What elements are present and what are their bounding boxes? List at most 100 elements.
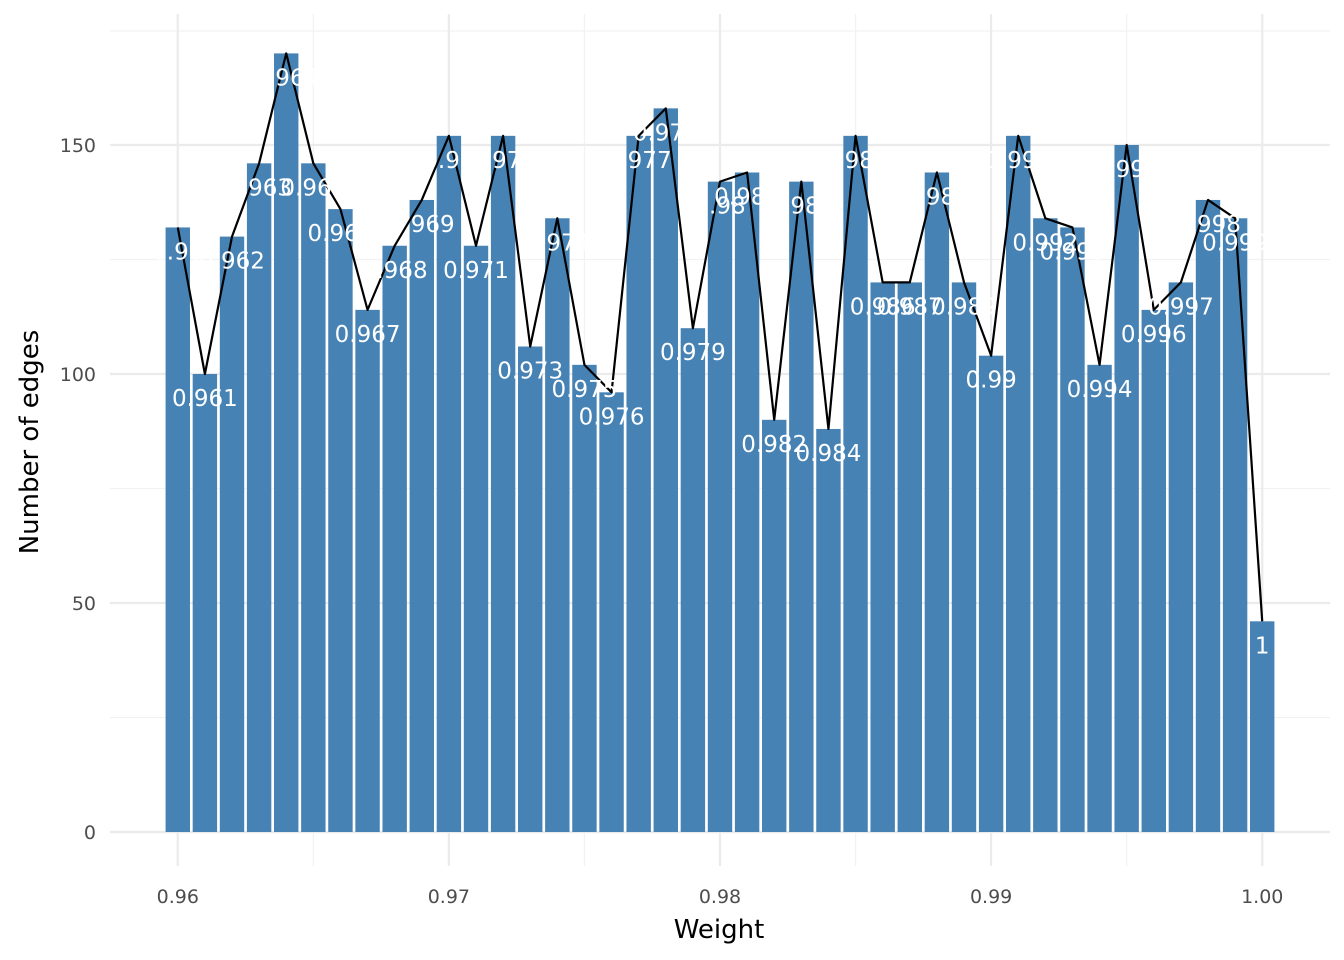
bar	[789, 181, 814, 832]
bar	[924, 172, 950, 833]
bar	[1195, 199, 1221, 832]
bar-label: 0.98	[694, 194, 745, 220]
bar-label: 0.981	[714, 184, 780, 210]
y-axis-ticks: 0 50 100 150	[60, 135, 96, 844]
bar	[1250, 621, 1275, 832]
y-tick-label: 150	[60, 135, 96, 157]
bar-label: 0.993	[1040, 239, 1106, 265]
bar-label: 0.966	[308, 221, 374, 247]
bar	[355, 309, 380, 832]
bar	[1141, 309, 1166, 832]
bar-label: 0.991	[985, 148, 1051, 174]
bar	[192, 374, 218, 832]
bar	[599, 392, 624, 832]
bar	[301, 163, 326, 832]
bar-labels: 0.96 0.961 0.962 0.963 0.964 0.965 0.966 0.967 0…	[152, 65, 1269, 659]
bar	[626, 135, 651, 833]
bar	[490, 135, 516, 833]
bar	[165, 227, 190, 832]
x-axis-title: Weight	[674, 915, 765, 945]
bar	[1060, 227, 1085, 832]
bar-label: 0.994	[1067, 377, 1133, 403]
bar-label: 0.961	[172, 386, 238, 412]
bar-label: 0.985	[823, 148, 889, 174]
bar	[653, 108, 678, 833]
bar-label: 0.982	[741, 432, 807, 458]
x-tick-label: 1.00	[1241, 886, 1283, 908]
bar-label: 0.987	[877, 294, 943, 320]
bar	[870, 282, 895, 832]
bar-label: 0.968	[362, 258, 428, 284]
bar	[1006, 135, 1031, 833]
bar-label: 1	[1255, 633, 1270, 659]
bar-label: 0.983	[768, 194, 834, 220]
y-tick-label: 100	[60, 364, 96, 386]
bar	[816, 428, 841, 832]
bar-label: 0.997	[1148, 294, 1214, 320]
trend-line-path	[176, 52, 1264, 622]
bar	[680, 328, 706, 832]
bar-label: 0.992	[1012, 230, 1078, 256]
bar-label: 0.99	[966, 368, 1017, 394]
x-tick-label: 0.97	[428, 886, 470, 908]
bar-label: 0.963	[226, 175, 292, 201]
bar	[734, 172, 760, 833]
x-tick-label: 0.98	[699, 886, 741, 908]
bar	[545, 218, 570, 832]
bar	[1168, 282, 1194, 832]
bar	[1033, 218, 1058, 832]
bar-label: 0.988	[904, 184, 970, 210]
bar-label: 0.989	[931, 294, 997, 320]
bar-label: 0.974	[524, 230, 590, 256]
bar-label: 0.973	[497, 359, 563, 385]
bar	[1114, 145, 1139, 832]
bar	[382, 245, 407, 832]
bar-label: 0.995	[1094, 157, 1160, 183]
bar-label: 0.978	[633, 120, 699, 146]
y-axis-title: Number of edges	[15, 330, 45, 555]
bar	[436, 135, 462, 833]
x-tick-label: 0.99	[970, 886, 1012, 908]
bar-label: 0.97	[423, 148, 474, 174]
x-tick-label: 0.96	[157, 886, 199, 908]
bar	[572, 364, 597, 832]
bar	[274, 53, 299, 832]
bar-label: 0.967	[335, 322, 401, 348]
bar-label: 0.964	[253, 65, 319, 91]
y-tick-label: 50	[72, 593, 96, 615]
bar	[1087, 364, 1112, 832]
bar-label: 0.986	[850, 294, 916, 320]
bar-label: 0.998	[1175, 212, 1241, 238]
x-axis-ticks: 0.96 0.97 0.98 0.99 1.00	[157, 886, 1284, 908]
bar	[978, 355, 1004, 832]
bar-label: 0.976	[579, 404, 645, 430]
bar-label: 0.971	[443, 258, 509, 284]
bar-label: 0.962	[199, 249, 265, 275]
bar-label: 0.969	[389, 212, 455, 238]
bar-label: 0.965	[280, 175, 346, 201]
bar-label: 0.979	[660, 340, 726, 366]
bar-label: 0.996	[1121, 322, 1187, 348]
bar	[707, 181, 733, 832]
bar	[219, 236, 245, 833]
bar	[463, 245, 489, 832]
bar	[328, 209, 353, 832]
bar-label: 0.999	[1202, 230, 1268, 256]
bar	[518, 346, 543, 832]
bar	[951, 282, 977, 832]
bar-label: 0.975	[552, 377, 618, 403]
bar	[246, 163, 272, 832]
bar-label: 0.96	[152, 239, 203, 265]
bar	[409, 199, 434, 832]
bars	[165, 53, 1275, 833]
bar	[762, 419, 787, 832]
y-tick-label: 0	[84, 822, 96, 844]
bar	[1222, 218, 1248, 832]
trend-line	[176, 52, 1264, 622]
bar	[897, 282, 922, 832]
bar	[843, 135, 868, 833]
bar-label: 0.984	[796, 441, 862, 467]
bar-label: 0.972	[470, 148, 536, 174]
